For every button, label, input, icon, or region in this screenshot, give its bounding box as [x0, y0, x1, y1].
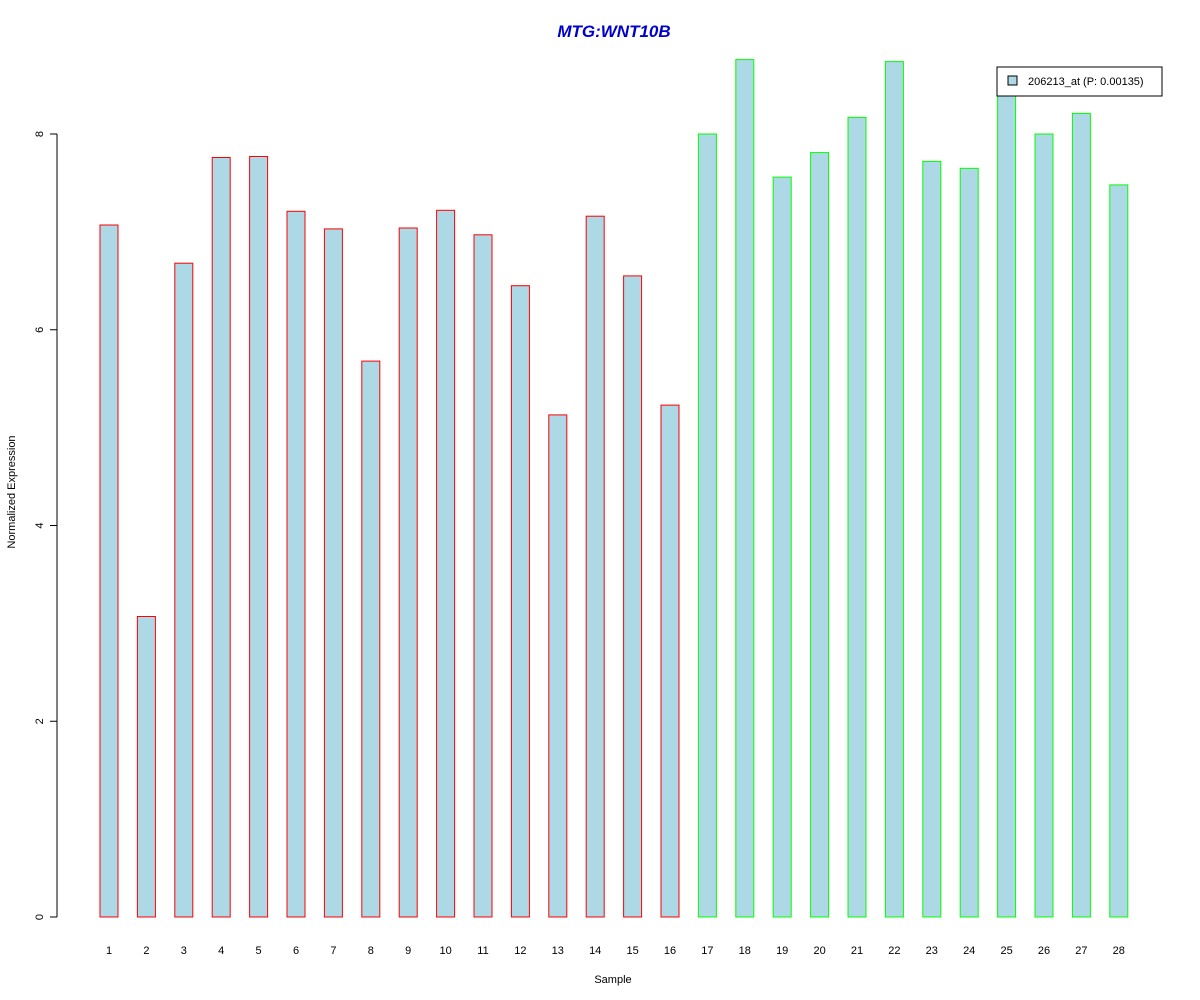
x-tick-label: 10 — [439, 945, 451, 957]
x-tick-label: 2 — [143, 945, 149, 957]
legend-label: 206213_at (P: 0.00135) — [1028, 76, 1144, 88]
bar — [847, 116, 867, 918]
x-tick-label: 7 — [330, 945, 336, 957]
bar — [174, 262, 194, 918]
x-tick-label: 8 — [368, 945, 374, 957]
x-tick-label: 27 — [1075, 945, 1087, 957]
legend-swatch — [1007, 75, 1018, 86]
x-tick-label: 20 — [813, 945, 825, 957]
bar — [772, 176, 792, 918]
x-tick-label: 17 — [701, 945, 713, 957]
y-tick-label: 8 — [34, 131, 46, 137]
bar — [922, 160, 942, 918]
bar — [323, 228, 343, 918]
bar — [548, 414, 568, 918]
bar — [249, 156, 269, 918]
bar — [585, 215, 605, 918]
x-tick-label: 12 — [514, 945, 526, 957]
bar — [99, 224, 119, 918]
legend-box — [996, 66, 1163, 97]
bar — [997, 84, 1017, 918]
x-tick-label: 19 — [776, 945, 788, 957]
x-tick-label: 14 — [589, 945, 601, 957]
bar — [660, 404, 680, 918]
x-tick-label: 13 — [552, 945, 564, 957]
x-tick-label: 22 — [888, 945, 900, 957]
x-tick-label: 21 — [851, 945, 863, 957]
y-axis-title: Normalized Expression — [6, 435, 18, 548]
x-axis-title: Sample — [594, 974, 631, 986]
bar — [473, 234, 493, 918]
bars — [99, 59, 1129, 918]
x-tick-label: 15 — [626, 945, 638, 957]
bar — [398, 227, 418, 918]
bar — [1109, 184, 1129, 918]
x-tick-labels: 1 2 3 4 5 6 7 8 9 10 11 12 13 14 15 16 17 18 19 20 21 22 23 24 2… — [106, 945, 1125, 957]
x-tick-label: 5 — [256, 945, 262, 957]
bar — [697, 133, 717, 918]
bar — [1034, 133, 1054, 918]
y-tick-label: 0 — [34, 914, 46, 920]
bar — [959, 167, 979, 918]
y-tick-label: 4 — [34, 522, 46, 528]
bar — [436, 209, 456, 918]
bar — [884, 61, 904, 918]
bar — [810, 152, 830, 918]
bar — [211, 157, 231, 918]
x-tick-label: 1 — [106, 945, 112, 957]
y-tick-label: 2 — [34, 718, 46, 724]
x-tick-label: 16 — [664, 945, 676, 957]
x-tick-label: 9 — [405, 945, 411, 957]
x-tick-label: 28 — [1113, 945, 1125, 957]
bar — [510, 285, 530, 918]
x-tick-label: 11 — [477, 945, 488, 957]
bar — [735, 59, 755, 918]
bar — [361, 360, 381, 918]
bar — [136, 616, 156, 918]
x-tick-label: 6 — [293, 945, 299, 957]
x-tick-label: 26 — [1038, 945, 1050, 957]
x-tick-label: 18 — [739, 945, 751, 957]
y-tick-label: 6 — [34, 327, 46, 333]
legend: 206213_at (P: 0.00135) — [996, 66, 1163, 97]
x-tick-label: 25 — [1000, 945, 1012, 957]
y-axis: 0 2 4 6 8 — [34, 131, 58, 920]
bar — [623, 275, 643, 918]
x-tick-label: 24 — [963, 945, 975, 957]
bar — [286, 210, 306, 918]
chart-title: MTG:WNT10B — [557, 22, 670, 41]
bar — [1071, 112, 1091, 918]
x-tick-label: 3 — [181, 945, 187, 957]
x-tick-label: 23 — [926, 945, 938, 957]
x-tick-label: 4 — [218, 945, 224, 957]
